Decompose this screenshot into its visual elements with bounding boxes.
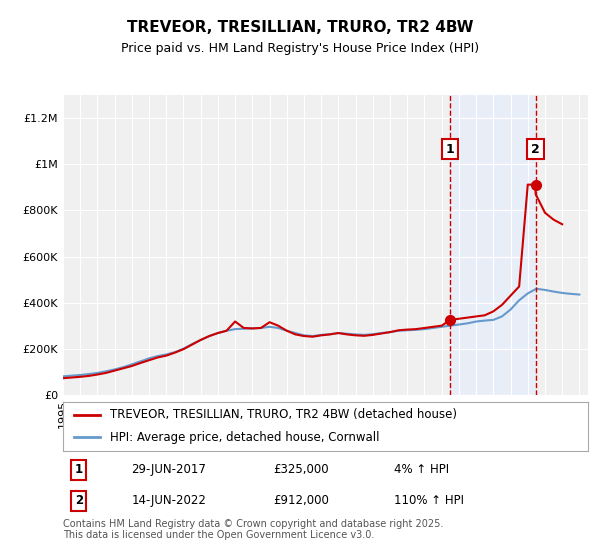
- Text: 2: 2: [531, 143, 540, 156]
- Text: 110% ↑ HPI: 110% ↑ HPI: [394, 494, 464, 507]
- Text: 4% ↑ HPI: 4% ↑ HPI: [394, 464, 449, 477]
- Text: 1: 1: [446, 143, 455, 156]
- Text: Price paid vs. HM Land Registry's House Price Index (HPI): Price paid vs. HM Land Registry's House …: [121, 42, 479, 55]
- Text: 29-JUN-2017: 29-JUN-2017: [131, 464, 206, 477]
- Text: TREVEOR, TRESILLIAN, TRURO, TR2 4BW (detached house): TREVEOR, TRESILLIAN, TRURO, TR2 4BW (det…: [110, 408, 457, 421]
- Text: Contains HM Land Registry data © Crown copyright and database right 2025.
This d: Contains HM Land Registry data © Crown c…: [63, 519, 443, 540]
- Text: 14-JUN-2022: 14-JUN-2022: [131, 494, 206, 507]
- Text: 1: 1: [74, 464, 83, 477]
- Text: £325,000: £325,000: [273, 464, 329, 477]
- Text: 2: 2: [74, 494, 83, 507]
- Text: £912,000: £912,000: [273, 494, 329, 507]
- Bar: [450, 95, 535, 395]
- Text: TREVEOR, TRESILLIAN, TRURO, TR2 4BW: TREVEOR, TRESILLIAN, TRURO, TR2 4BW: [127, 20, 473, 35]
- Text: HPI: Average price, detached house, Cornwall: HPI: Average price, detached house, Corn…: [110, 431, 380, 444]
